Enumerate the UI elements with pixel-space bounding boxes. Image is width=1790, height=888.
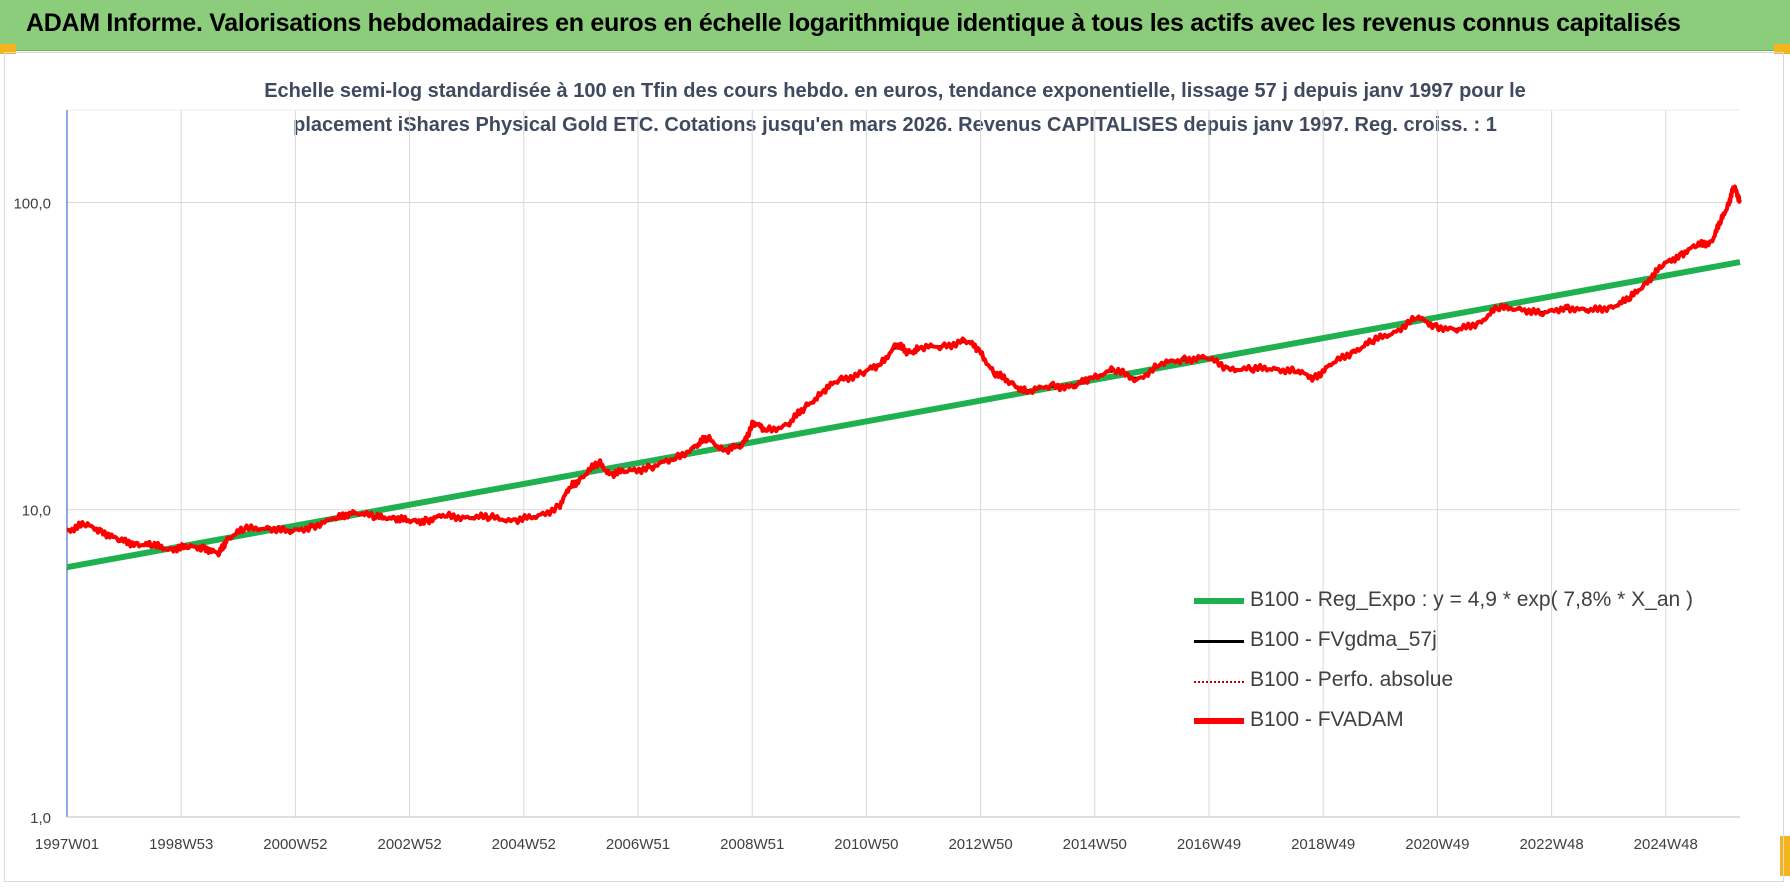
x-tick-label: 2016W49 (1177, 836, 1241, 853)
legend-label-fvadam: B100 - FVADAM (1250, 708, 1404, 731)
x-tick-label: 1997W01 (35, 836, 99, 853)
x-tick-label: 2002W52 (377, 836, 441, 853)
x-tick-label: 2000W52 (263, 836, 327, 853)
x-tick-label: 2004W52 (492, 836, 556, 853)
x-tick-label: 2024W48 (1634, 836, 1698, 853)
legend-swatch-fvadam (1194, 718, 1244, 724)
x-tick-label: 2020W49 (1405, 836, 1469, 853)
legend-label-perfo: B100 - Perfo. absolue (1250, 668, 1454, 691)
x-tick-label: 2022W48 (1519, 836, 1583, 853)
x-tick-label: 2008W51 (720, 836, 784, 853)
chart-title: Echelle semi-log standardisée à 100 en T… (0, 74, 1790, 142)
x-tick-label: 2012W50 (948, 836, 1012, 853)
x-tick-label: 2014W50 (1063, 836, 1127, 853)
legend-item-fvadam: B100 - FVADAM (1192, 706, 1712, 736)
x-tick-label: 2010W50 (834, 836, 898, 853)
chart-frame (4, 52, 1784, 882)
series-trend-line (66, 259, 1741, 571)
chart-title-line-1: Echelle semi-log standardisée à 100 en T… (264, 80, 1526, 102)
x-tick-label: 2006W51 (606, 836, 670, 853)
corner-mark-left (0, 44, 16, 54)
x-tick-label: 1998W53 (149, 836, 213, 853)
y-tick-label: 100,0 (13, 195, 51, 212)
legend-item-fvgdma: B100 - FVgdma_57j (1192, 626, 1712, 656)
corner-mark-bottom-right (1780, 836, 1790, 876)
legend-item-trend: B100 - Reg_Expo : y = 4,9 * exp( 7,8% * … (1192, 586, 1712, 616)
page-title: ADAM Informe. Valorisations hebdomadaire… (26, 9, 1681, 37)
legend-swatch-perfo (1194, 681, 1244, 683)
y-tick-label: 10,0 (22, 503, 51, 520)
series-fvadam-line (66, 184, 1742, 558)
x-tick-label: 2018W49 (1291, 836, 1355, 853)
title-banner: ADAM Informe. Valorisations hebdomadaire… (0, 0, 1790, 51)
legend-item-perfo: B100 - Perfo. absolue (1192, 666, 1712, 696)
legend-label-fvgdma: B100 - FVgdma_57j (1250, 628, 1437, 651)
corner-mark-right (1774, 44, 1790, 54)
y-tick-label: 1,0 (30, 810, 51, 827)
legend-swatch-trend (1194, 598, 1244, 604)
legend-label-trend: B100 - Reg_Expo : y = 4,9 * exp( 7,8% * … (1250, 588, 1694, 611)
series-fvgdma-line (66, 187, 1741, 554)
chart-title-line-2: placement iShares Physical Gold ETC. Cot… (293, 114, 1497, 136)
legend-swatch-fvgdma (1194, 640, 1244, 643)
